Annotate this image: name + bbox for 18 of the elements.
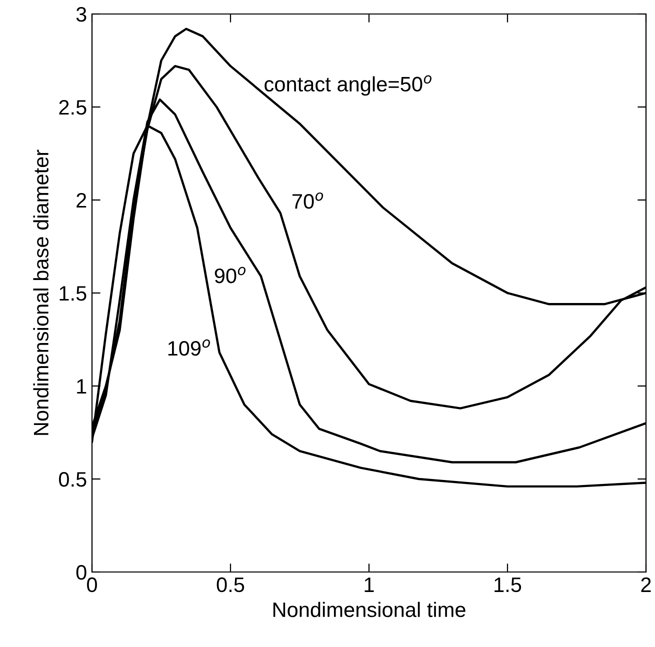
y-tick-label: 1.5 xyxy=(60,286,86,301)
series-label: 70$^{o}$ xyxy=(292,192,324,209)
x-tick-label: 0 xyxy=(87,577,97,592)
x-axis-title: Nondimensional time xyxy=(273,602,466,618)
x-tick-label: 1 xyxy=(364,578,374,592)
series-label: 90$^{o}$ xyxy=(214,266,246,284)
y-axis-title: Nondimensional base diameter xyxy=(33,150,49,435)
y-tick-label: 2 xyxy=(76,193,86,208)
x-tick-label: 0.5 xyxy=(216,577,244,592)
y-tick-label: 0.5 xyxy=(58,472,86,487)
series-label: 109$^{o}$ xyxy=(168,339,210,356)
y-tick-label: 3 xyxy=(76,7,86,22)
x-tick-label: 1.5 xyxy=(494,578,522,592)
series-label: contact angle=50$^{o}$ xyxy=(264,75,432,96)
x-tick-label: 2 xyxy=(641,577,651,592)
y-tick-label: 1 xyxy=(77,379,86,394)
y-tick-label: 0 xyxy=(76,565,86,580)
y-tick-label: 2.5 xyxy=(59,100,86,115)
